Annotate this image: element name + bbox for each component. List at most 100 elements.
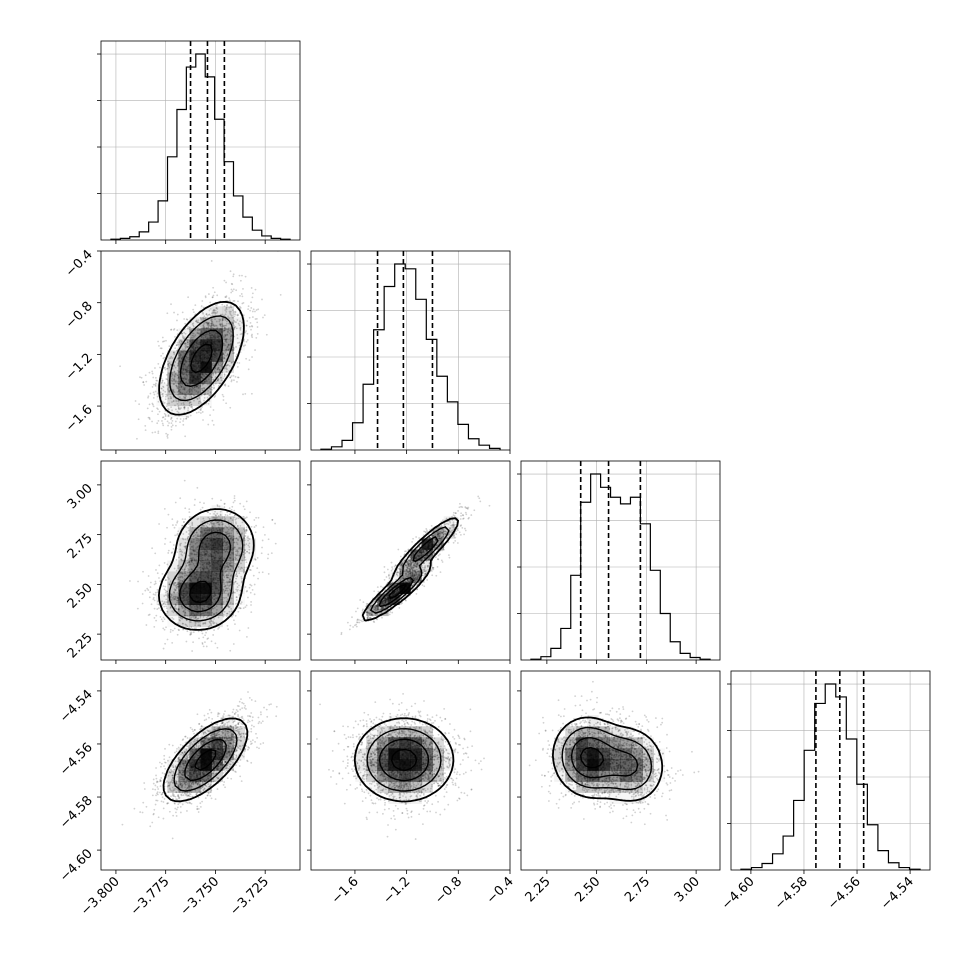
scatter-point (180, 385, 183, 388)
scatter-point (189, 414, 192, 417)
scatter-point (229, 376, 232, 379)
scatter-point (190, 403, 193, 406)
scatter-point (160, 354, 163, 357)
scatter-point (181, 335, 184, 337)
scatter-point (230, 314, 233, 317)
scatter-point (264, 533, 266, 536)
scatter-point (195, 319, 198, 322)
scatter-point (182, 336, 184, 339)
scatter-point (156, 379, 159, 382)
x-tick-label: −4.60 (719, 874, 758, 913)
scatter-point (171, 401, 173, 403)
scatter-point (166, 367, 169, 370)
scatter-point (221, 313, 224, 316)
scatter-point (214, 370, 217, 373)
scatter-point (250, 611, 253, 614)
scatter-point (249, 511, 251, 514)
scatter-point (219, 322, 222, 325)
scatter-point (223, 343, 226, 345)
scatter-point (151, 420, 153, 423)
scatter-point (216, 368, 219, 371)
scatter-point (213, 629, 215, 631)
scatter-point (148, 418, 151, 420)
scatter-point (211, 497, 214, 500)
scatter-point (183, 479, 186, 482)
scatter-point (211, 372, 214, 374)
scatter-point (204, 634, 207, 637)
scatter-point (188, 508, 191, 511)
scatter-point (213, 386, 216, 389)
y-tick-label: 2.50 (65, 581, 96, 612)
scatter-point (199, 328, 201, 331)
y-tick-label: 2.75 (65, 531, 96, 562)
scatter-point (230, 331, 233, 333)
scatter-point (247, 627, 250, 629)
scatter-point (198, 637, 200, 640)
scatter-point (184, 518, 187, 521)
scatter-point (177, 628, 180, 631)
scatter-point (230, 330, 232, 333)
scatter-point (253, 519, 256, 521)
scatter-point (222, 356, 225, 358)
scatter-point (147, 395, 150, 398)
scatter-point (153, 617, 156, 619)
scatter-point (207, 402, 210, 405)
scatter-point (237, 300, 239, 303)
scatter-point (195, 390, 198, 393)
scatter-point (181, 392, 184, 395)
scatter-point (192, 631, 195, 634)
scatter-point (170, 428, 173, 431)
scatter-point (163, 356, 166, 359)
scatter-point (251, 292, 254, 295)
scatter-point (188, 511, 191, 514)
scatter-point (226, 304, 229, 306)
scatter-point (162, 416, 165, 419)
scatter-point (154, 591, 157, 594)
scatter-point (172, 351, 175, 354)
scatter-point (209, 394, 212, 397)
scatter-point (251, 316, 254, 318)
scatter-point (169, 397, 172, 400)
scatter-point (163, 340, 166, 343)
scatter-point (233, 619, 235, 622)
scatter-point (170, 406, 172, 409)
scatter-point (157, 408, 159, 411)
scatter-point (174, 347, 177, 350)
scatter-point (174, 420, 177, 423)
scatter-point (168, 480, 170, 482)
scatter-point (169, 363, 172, 366)
density-cell (200, 560, 212, 572)
scatter-point (214, 642, 217, 645)
scatter-point (165, 395, 167, 398)
scatter-point (226, 333, 229, 336)
scatter-point (154, 580, 157, 583)
scatter-point (243, 508, 246, 511)
scatter-point (158, 410, 161, 413)
scatter-point (217, 367, 220, 370)
scatter-point (203, 399, 205, 402)
scatter-point (211, 318, 213, 321)
scatter-point (245, 526, 248, 529)
scatter-point (136, 437, 138, 440)
scatter-point (175, 344, 178, 347)
scatter-point (255, 317, 258, 320)
scatter-point (248, 316, 251, 319)
scatter-point (168, 366, 171, 369)
scatter-point (215, 380, 217, 383)
scatter-point (244, 331, 247, 334)
scatter-point (212, 374, 214, 377)
scatter-point (242, 607, 245, 610)
scatter-point (251, 310, 254, 313)
scatter-point (421, 584, 424, 587)
scatter-point (157, 430, 160, 433)
scatter-point (244, 344, 247, 347)
scatter-point (216, 326, 219, 329)
scatter-point (192, 394, 195, 397)
scatter-point (242, 393, 244, 396)
scatter-point (183, 521, 185, 524)
scatter-point (225, 334, 228, 336)
scatter-point (153, 393, 156, 396)
scatter-point (162, 385, 164, 388)
scatter-point (184, 507, 187, 510)
scatter-point (239, 329, 242, 331)
